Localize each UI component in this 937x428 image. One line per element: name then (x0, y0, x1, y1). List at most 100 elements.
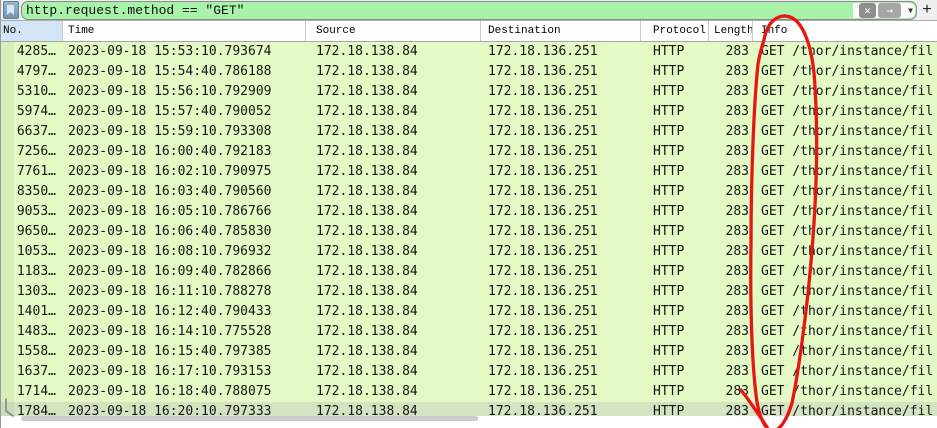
bookmark-icon (7, 5, 14, 15)
cell-length: 283 (725, 204, 749, 219)
cell-protocol: HTTP (653, 64, 685, 79)
horizontal-scrollbar[interactable] (21, 416, 478, 421)
cell-time: 2023-09-18 16:14:10.775528 (68, 324, 272, 339)
cell-source: 172.18.138.84 (316, 284, 418, 299)
cell-source: 172.18.138.84 (316, 364, 418, 379)
cell-destination: 172.18.136.251 (488, 64, 598, 79)
cell-destination: 172.18.136.251 (488, 384, 598, 399)
cell-info: GET /thor/instance/fil (761, 44, 934, 59)
cell-length: 283 (725, 304, 749, 319)
cell-time: 2023-09-18 16:08:10.796932 (68, 244, 272, 259)
cell-length: 283 (725, 44, 749, 59)
packet-row[interactable]: 5974… 2023-09-18 15:57:40.790052 172.18.13… (1, 102, 937, 122)
cell-protocol: HTTP (653, 164, 685, 179)
cell-info: GET /thor/instance/fil (761, 364, 934, 379)
packet-row[interactable]: 9650… 2023-09-18 16:06:40.785830 172.18.13… (1, 222, 937, 242)
cell-destination: 172.18.136.251 (488, 224, 598, 239)
packet-row[interactable]: 1053… 2023-09-18 16:08:10.796932 172.18.13… (1, 242, 937, 262)
column-header-destination[interactable]: Destination (481, 21, 641, 41)
cell-source: 172.18.138.84 (316, 184, 418, 199)
cell-source: 172.18.138.84 (316, 384, 418, 399)
cell-time: 2023-09-18 16:02:10.790975 (68, 164, 272, 179)
cell-length: 283 (725, 224, 749, 239)
cell-source: 172.18.138.84 (316, 104, 418, 119)
cell-info: GET /thor/instance/fil (761, 84, 934, 99)
packet-row[interactable]: 1401… 2023-09-18 16:12:40.790433 172.18.13… (1, 302, 937, 322)
cell-protocol: HTTP (653, 184, 685, 199)
cell-info: GET /thor/instance/fil (761, 204, 934, 219)
cell-time: 2023-09-18 16:00:40.792183 (68, 144, 272, 159)
packet-row[interactable]: 1714… 2023-09-18 16:18:40.788075 172.18.13… (1, 382, 937, 402)
cell-info: GET /thor/instance/fil (761, 344, 934, 359)
packet-row[interactable]: 5310… 2023-09-18 15:56:10.792909 172.18.13… (1, 82, 937, 102)
cell-protocol: HTTP (653, 324, 685, 339)
apply-filter-button[interactable]: → (878, 3, 901, 18)
add-filter-expression-button[interactable]: + (922, 1, 932, 18)
column-header-length[interactable]: Length (709, 21, 753, 41)
cell-source: 172.18.138.84 (316, 264, 418, 279)
packet-row[interactable]: 1303… 2023-09-18 16:11:10.788278 172.18.13… (1, 282, 937, 302)
cell-length: 283 (725, 124, 749, 139)
cell-source: 172.18.138.84 (316, 44, 418, 59)
filter-bookmark-button[interactable] (3, 1, 19, 19)
packet-row[interactable]: 9053… 2023-09-18 16:05:10.786766 172.18.13… (1, 202, 937, 222)
cell-info: GET /thor/instance/fil (761, 264, 934, 279)
cell-destination: 172.18.136.251 (488, 204, 598, 219)
cell-info: GET /thor/instance/fil (761, 304, 934, 319)
cell-length: 283 (725, 64, 749, 79)
cell-destination: 172.18.136.251 (488, 324, 598, 339)
column-header-time[interactable]: Time (63, 21, 306, 41)
packet-row[interactable]: 6637… 2023-09-18 15:59:10.793308 172.18.13… (1, 122, 937, 142)
cell-protocol: HTTP (653, 44, 685, 59)
display-filter-input[interactable] (26, 2, 796, 19)
cell-protocol: HTTP (653, 224, 685, 239)
packet-row[interactable]: 8350… 2023-09-18 16:03:40.790560 172.18.13… (1, 182, 937, 202)
cell-time: 2023-09-18 16:18:40.788075 (68, 384, 272, 399)
cell-info: GET /thor/instance/fil (761, 104, 934, 119)
packet-row[interactable]: 7256… 2023-09-18 16:00:40.792183 172.18.13… (1, 142, 937, 162)
cell-info: GET /thor/instance/fil (761, 184, 934, 199)
cell-protocol: HTTP (653, 284, 685, 299)
cell-length: 283 (725, 104, 749, 119)
cell-no: 1714… (16, 384, 56, 399)
cell-protocol: HTTP (653, 84, 685, 99)
cell-info: GET /thor/instance/fil (761, 224, 934, 239)
packet-row[interactable]: 1637… 2023-09-18 16:17:10.793153 172.18.13… (1, 362, 937, 382)
cell-length: 283 (725, 324, 749, 339)
cell-no: 1401… (16, 304, 56, 319)
packet-list: 4285… 2023-09-18 15:53:10.793674 172.18.13… (1, 42, 937, 422)
cell-info: GET /thor/instance/fil (761, 324, 934, 339)
packet-row[interactable]: 4797… 2023-09-18 15:54:40.786188 172.18.13… (1, 62, 937, 82)
cell-source: 172.18.138.84 (316, 304, 418, 319)
cell-no: 7256… (16, 144, 56, 159)
cell-info: GET /thor/instance/fil (761, 64, 934, 79)
packet-row[interactable]: 1183… 2023-09-18 16:09:40.782866 172.18.13… (1, 262, 937, 282)
cell-source: 172.18.138.84 (316, 324, 418, 339)
cell-no: 1053… (16, 244, 56, 259)
cell-source: 172.18.138.84 (316, 124, 418, 139)
cell-no: 5974… (16, 104, 56, 119)
cell-length: 283 (725, 184, 749, 199)
cell-time: 2023-09-18 15:53:10.793674 (68, 44, 272, 59)
packet-row[interactable]: 1483… 2023-09-18 16:14:10.775528 172.18.13… (1, 322, 937, 342)
cell-time: 2023-09-18 16:03:40.790560 (68, 184, 272, 199)
cell-destination: 172.18.136.251 (488, 284, 598, 299)
cell-source: 172.18.138.84 (316, 404, 418, 419)
clear-filter-button[interactable]: ✕ (859, 3, 876, 18)
cell-time: 2023-09-18 15:59:10.793308 (68, 124, 272, 139)
packet-row[interactable]: 7761… 2023-09-18 16:02:10.790975 172.18.13… (1, 162, 937, 182)
cell-no: 1183… (16, 264, 56, 279)
column-header-info[interactable]: Info (761, 25, 788, 37)
column-header-no[interactable]: No. (1, 21, 63, 41)
packet-list-header: No. Time Source Destination Protocol Len… (1, 21, 937, 42)
packet-row[interactable]: 1558… 2023-09-18 16:15:40.797385 172.18.13… (1, 342, 937, 362)
column-header-protocol[interactable]: Protocol (641, 21, 709, 41)
cell-length: 283 (725, 364, 749, 379)
column-header-source[interactable]: Source (306, 21, 481, 41)
filter-dropdown-caret-icon[interactable]: ▼ (908, 6, 913, 15)
cell-no: 4285… (16, 44, 56, 59)
packet-row[interactable]: 4285… 2023-09-18 15:53:10.793674 172.18.13… (1, 42, 937, 62)
cell-no: 1483… (16, 324, 56, 339)
cell-time: 2023-09-18 15:57:40.790052 (68, 104, 272, 119)
cell-source: 172.18.138.84 (316, 144, 418, 159)
